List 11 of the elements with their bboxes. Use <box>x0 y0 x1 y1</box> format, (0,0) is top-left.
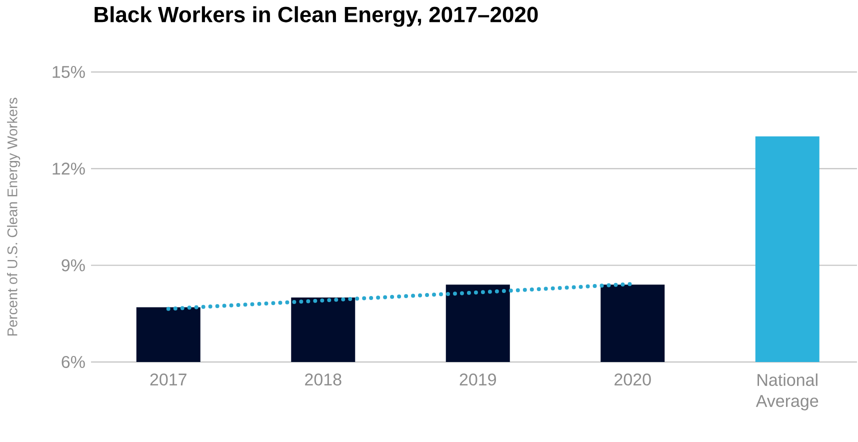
x-tick-label: 2019 <box>460 374 496 386</box>
x-tick-label: National Average <box>756 374 818 410</box>
y-axis-title: Percent of U.S. Clean Energy Workers <box>7 98 20 336</box>
chart-title: Black Workers in Clean Energy, 2017–2020 <box>94 6 538 27</box>
y-tick-label: 9% <box>62 259 85 272</box>
y-tick-label: 6% <box>62 356 85 368</box>
y-tick-label: 15% <box>52 66 85 78</box>
x-tick-label: 2020 <box>614 374 651 386</box>
y-tick-label: 12% <box>52 162 85 175</box>
x-tick-label: 2017 <box>150 374 186 386</box>
x-tick-label: 2018 <box>305 374 342 386</box>
